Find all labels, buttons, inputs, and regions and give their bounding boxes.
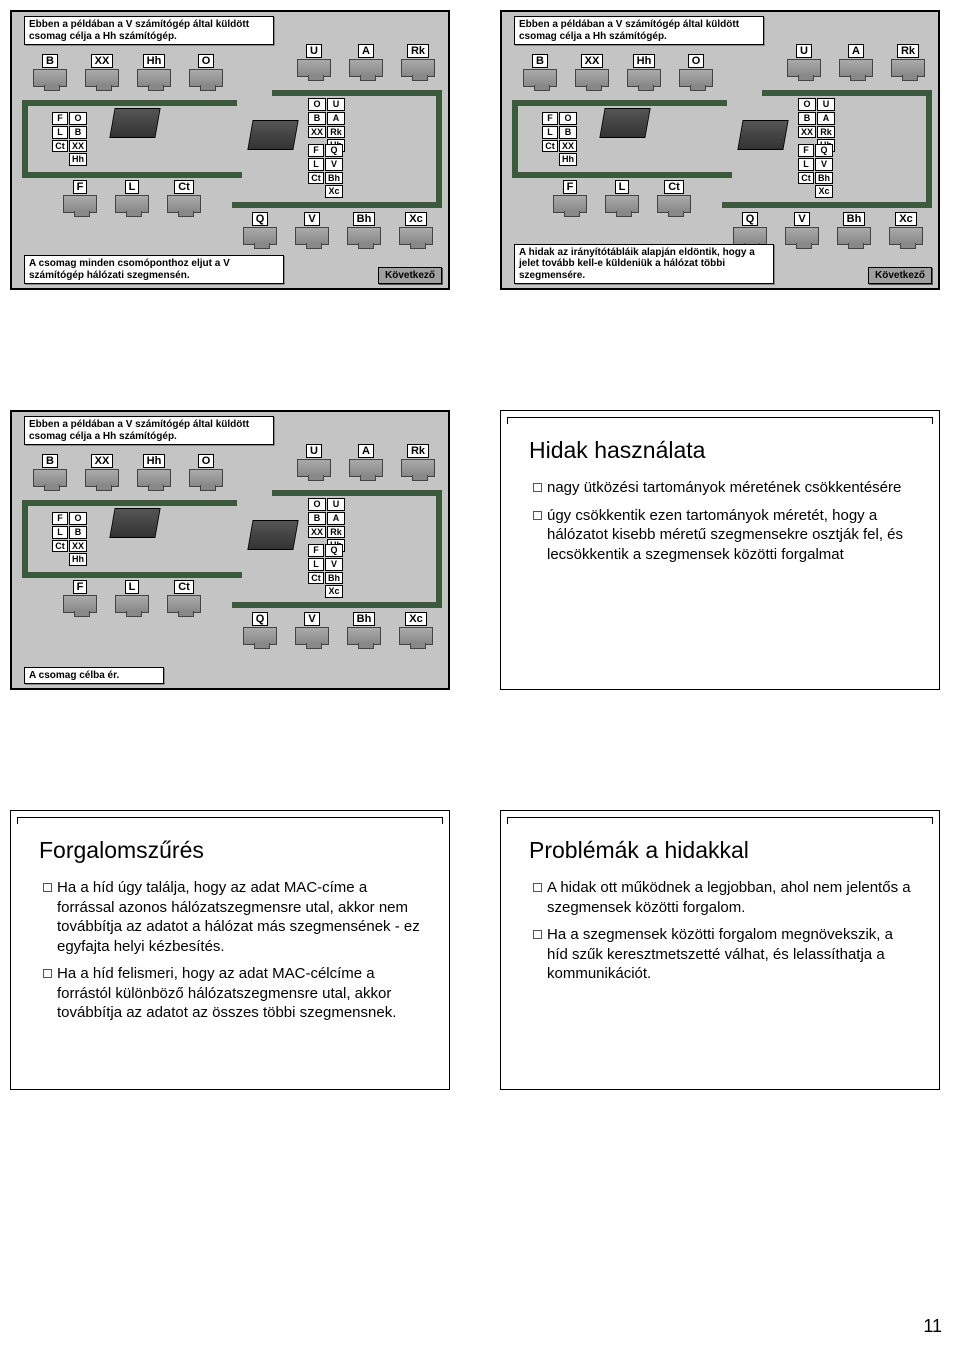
list-item: A hidak ott működnek a legjobban, ahol n… [533,878,913,917]
slide-forgalom: Forgalomszűrés Ha a híd úgy találja, hog… [10,810,450,1090]
diagram-panel-1: Ebben a példában a V számítógép által kü… [10,10,450,290]
next-button[interactable]: Következő [868,267,932,284]
slide-problemak: Problémák a hidakkal A hidak ott működne… [500,810,940,1090]
slide-title: Hidak használata [529,437,913,464]
routing-table-left: FO LB CtXX .Hh [52,112,87,166]
slide-title: Problémák a hidakkal [529,837,913,864]
list-item: úgy csökkentik ezen tartományok méretét,… [533,506,913,565]
slide-title: Forgalomszűrés [39,837,423,864]
bridge-icon [109,108,160,138]
bridge-icon [247,120,298,150]
monitor-icon [33,69,67,87]
diagram-panel-2: Ebben a példában a V számítógép által kü… [500,10,940,290]
list-item: Ha a híd felismeri, hogy az adat MAC-cél… [43,964,423,1023]
diagram-panel-3: Ebben a példában a V számítógép által kü… [10,410,450,690]
list-item: nagy ütközési tartományok méretének csök… [533,478,913,498]
dev-label: B [42,54,58,68]
slide-list: Ha a híd úgy találja, hogy az adat MAC-c… [39,878,423,1023]
slide-list: A hidak ott működnek a legjobban, ahol n… [529,878,913,984]
routing-table-right: FQ LV CtBh .Xc [308,144,343,198]
panel-bottom-blurb: A csomag minden csomóponthoz eljut a V s… [24,255,284,284]
next-button[interactable]: Következő [378,267,442,284]
list-item: Ha a híd úgy találja, hogy az adat MAC-c… [43,878,423,956]
slide-hidak: Hidak használata nagy ütközési tartomány… [500,410,940,690]
page-number: 11 [923,1316,942,1337]
list-item: Ha a szegmensek közötti forgalom megnöve… [533,925,913,984]
slide-list: nagy ütközési tartományok méretének csök… [529,478,913,564]
panel-top-blurb: Ebben a példában a V számítógép által kü… [24,16,274,45]
